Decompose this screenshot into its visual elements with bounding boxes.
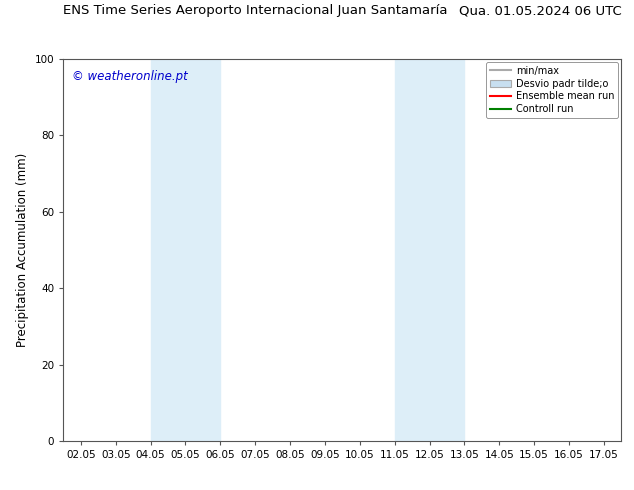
Text: ENS Time Series Aeroporto Internacional Juan Santamaría: ENS Time Series Aeroporto Internacional … [63,4,448,17]
Legend: min/max, Desvio padr tilde;o, Ensemble mean run, Controll run: min/max, Desvio padr tilde;o, Ensemble m… [486,62,618,118]
Bar [150,59,221,441]
Text: © weatheronline.pt: © weatheronline.pt [72,70,188,83]
Text: Qua. 01.05.2024 06 UTC: Qua. 01.05.2024 06 UTC [458,4,621,17]
Bar [394,59,464,441]
Y-axis label: Precipitation Accumulation (mm): Precipitation Accumulation (mm) [16,153,29,347]
